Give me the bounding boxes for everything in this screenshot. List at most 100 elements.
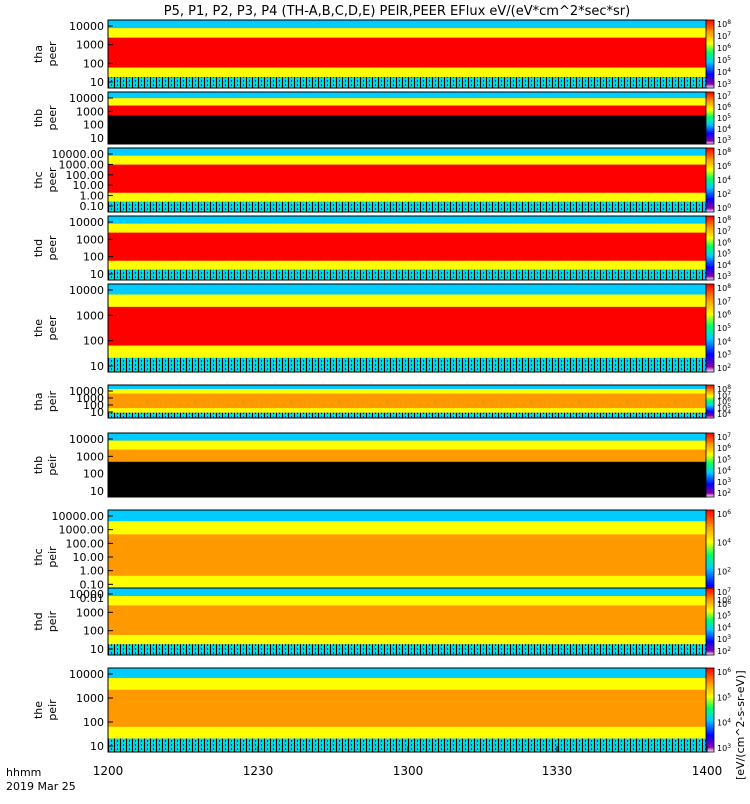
probe-label: thb bbox=[32, 109, 45, 127]
y-tick-label: 1000 bbox=[76, 39, 104, 52]
band-noise bbox=[108, 357, 707, 372]
y-tick-label: 1.00 bbox=[80, 190, 105, 203]
band-top-yellow bbox=[108, 440, 707, 450]
colorbar-tick-label: 103 bbox=[717, 135, 731, 145]
y-tick-label: 10000 bbox=[69, 385, 104, 398]
colorbar-tick-label: 103 bbox=[717, 79, 731, 89]
y-tick-label: 10 bbox=[90, 76, 104, 89]
y-tick-label: 100 bbox=[83, 251, 104, 264]
colorbar-tick-label: 104 bbox=[717, 622, 731, 632]
colorbar-tick-label: 105 bbox=[717, 55, 731, 65]
time-axis-date: 2019 Mar 25 bbox=[6, 780, 76, 793]
band-core bbox=[108, 164, 707, 193]
band-top-yellow bbox=[108, 678, 707, 690]
y-tick-label: 10000 bbox=[69, 216, 104, 229]
colorbar-tick-label: 108 bbox=[717, 283, 731, 293]
colorbar-tick-label: 108 bbox=[717, 147, 731, 157]
y-tick-label: 1000 bbox=[76, 233, 104, 246]
y-tick-label: 100.00 bbox=[66, 537, 105, 550]
band-noise bbox=[108, 77, 707, 88]
colorbar-tick-label: 102 bbox=[717, 488, 731, 498]
colorbar-tick-label: 102 bbox=[717, 189, 731, 199]
colorbar bbox=[705, 215, 715, 281]
y-tick-label: 10000.00 bbox=[52, 510, 105, 523]
panel-the_peir: the peir 10 100 1000 10000 103 104 105 106 bbox=[32, 667, 731, 753]
time-tick-1330: 1330 bbox=[542, 764, 573, 778]
y-tick-label: 1000 bbox=[76, 105, 104, 118]
band-noise bbox=[108, 644, 707, 655]
band-core bbox=[108, 605, 707, 635]
band-low-yellow bbox=[108, 345, 707, 358]
band-core bbox=[108, 534, 707, 576]
colorbar-tick-label: 108 bbox=[717, 384, 731, 394]
colorbar-tick-label: 107 bbox=[717, 31, 731, 41]
band-low-yellow bbox=[108, 260, 707, 270]
species-label: peir bbox=[46, 454, 59, 476]
probe-label: thb bbox=[32, 456, 45, 474]
panel-the_peer: the peer 10 100 1000 10000 102 103 104 105 106 107 1… bbox=[32, 283, 731, 373]
colorbar-units-label: [eV/(cm^2-s-sr-eV)] bbox=[734, 670, 747, 780]
colorbar-tick-label: 105 bbox=[717, 454, 731, 464]
band-top-cyan bbox=[108, 668, 707, 679]
y-tick-label: 10 bbox=[90, 268, 104, 281]
y-tick-label: 100 bbox=[83, 716, 104, 729]
y-tick-label: 0.01 bbox=[80, 592, 105, 605]
y-tick-label: 1000.00 bbox=[59, 524, 105, 537]
band-top-cyan bbox=[108, 20, 707, 29]
y-tick-label: 1000 bbox=[76, 606, 104, 619]
colorbar-tick-label: 103 bbox=[717, 743, 731, 753]
band-noise bbox=[108, 269, 707, 280]
band-top-yellow bbox=[108, 155, 707, 165]
colorbar bbox=[705, 283, 715, 373]
y-tick-label: 10 bbox=[90, 360, 104, 373]
colorbar bbox=[705, 432, 715, 498]
y-tick-label: 1000 bbox=[76, 309, 104, 322]
band-nodata bbox=[108, 461, 707, 497]
band-low-yellow bbox=[108, 634, 707, 645]
y-tick-label: 10000 bbox=[69, 668, 104, 681]
y-tick-label: 1000 bbox=[76, 692, 104, 705]
band-top-yellow bbox=[108, 98, 707, 106]
time-axis-label: hhmm bbox=[6, 766, 41, 779]
colorbar-tick-label: 107 bbox=[717, 432, 731, 442]
colorbar-tick-label: 104 bbox=[717, 466, 731, 476]
colorbar-tick-label: 105 bbox=[717, 323, 731, 333]
figure-title: P5, P1, P2, P3, P4 (TH-A,B,C,D,E) PEIR,P… bbox=[164, 4, 630, 19]
band-top-yellow bbox=[108, 596, 707, 606]
band-top-yellow bbox=[108, 28, 707, 38]
y-tick-label: 10.00 bbox=[73, 179, 105, 192]
band-core bbox=[108, 37, 707, 68]
colorbar-tick-label: 103 bbox=[717, 634, 731, 644]
colorbar-tick-label: 106 bbox=[717, 599, 731, 609]
colorbar-tick-label: 105 bbox=[717, 113, 731, 123]
y-tick-label: 100 bbox=[83, 119, 104, 132]
band-core bbox=[108, 689, 707, 727]
time-tick-1230: 1230 bbox=[243, 764, 274, 778]
probe-label: the bbox=[32, 701, 45, 719]
colorbar-tick-label: 105 bbox=[717, 403, 731, 413]
colorbar-tick-label: 106 bbox=[717, 161, 731, 171]
y-tick-label: 1.00 bbox=[80, 565, 105, 578]
band-top-yellow bbox=[108, 294, 707, 307]
species-label: peer bbox=[46, 41, 59, 67]
colorbar bbox=[705, 19, 715, 89]
probe-label: the bbox=[32, 319, 45, 337]
band-low-yellow bbox=[108, 575, 707, 589]
y-tick-label: 10.00 bbox=[73, 551, 105, 564]
y-tick-label: 0.10 bbox=[80, 578, 105, 591]
y-tick-label: 100.00 bbox=[66, 169, 105, 182]
colorbar-tick-label: 108 bbox=[717, 19, 731, 29]
colorbar-tick-label: 104 bbox=[717, 336, 731, 346]
species-label: peer bbox=[46, 315, 59, 341]
y-tick-label: 0.10 bbox=[80, 200, 105, 213]
species-label: peir bbox=[46, 390, 59, 412]
colorbar-tick-label: 107 bbox=[717, 296, 731, 306]
band-top-yellow bbox=[108, 388, 707, 394]
band-top-cyan bbox=[108, 216, 707, 224]
band-core bbox=[108, 232, 707, 261]
colorbar-tick-label: 106 bbox=[717, 237, 731, 247]
y-tick-label: 10000.00 bbox=[52, 148, 105, 161]
y-tick-label: 10 bbox=[90, 740, 104, 753]
